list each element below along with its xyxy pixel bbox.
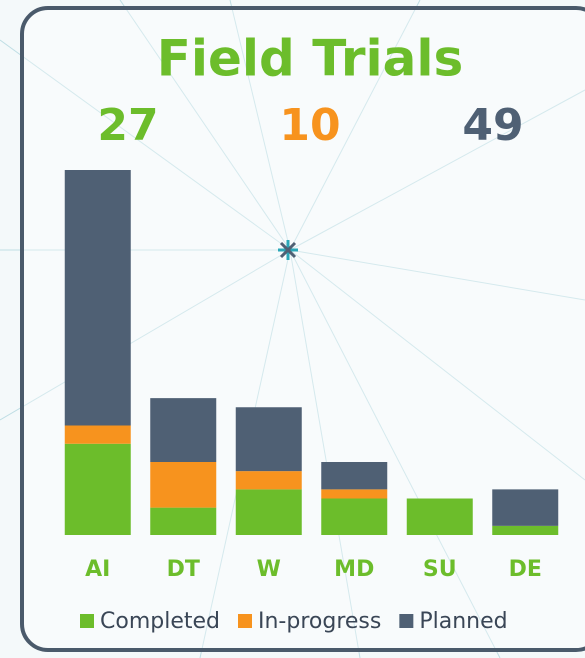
legend-swatch xyxy=(399,614,413,628)
total-value: 10 xyxy=(279,100,340,151)
bar-segment xyxy=(150,462,216,508)
legend-swatch xyxy=(80,614,94,628)
legend-label: In-progress xyxy=(258,609,381,634)
x-tick-label: AI xyxy=(85,557,110,582)
x-tick-label: SU xyxy=(423,557,457,582)
x-tick-label: W xyxy=(257,557,281,582)
bar-segment xyxy=(492,489,558,526)
x-tick-label: DE xyxy=(509,557,542,582)
bar-segment xyxy=(65,426,131,444)
total-value: 27 xyxy=(97,100,158,151)
bar-segment xyxy=(492,526,558,535)
legend-label: Completed xyxy=(100,609,220,634)
bar-segment xyxy=(321,499,387,536)
chart: Field Trials 27 10 49 AI DT W MD SU DE Completed I… xyxy=(0,0,585,658)
bar-segment xyxy=(65,444,131,535)
bar-segment xyxy=(150,398,216,462)
legend-label: Planned xyxy=(419,609,507,634)
total-value: 49 xyxy=(462,100,523,151)
bar-segment xyxy=(65,170,131,426)
legend-swatch xyxy=(238,614,252,628)
bar-segment xyxy=(236,489,302,535)
bar-segment xyxy=(321,462,387,489)
bar-segment xyxy=(236,471,302,489)
x-tick-label: DT xyxy=(167,557,200,582)
chart-title: Field Trials xyxy=(157,30,464,88)
bar-segment xyxy=(321,489,387,498)
bar-segment xyxy=(407,499,473,536)
bar-segment xyxy=(236,407,302,471)
logo-mark xyxy=(278,240,298,260)
bar-segment xyxy=(150,508,216,535)
x-tick-label: MD xyxy=(334,557,374,582)
page: Field Trials 27 10 49 AI DT W MD SU DE Completed I… xyxy=(0,0,585,658)
